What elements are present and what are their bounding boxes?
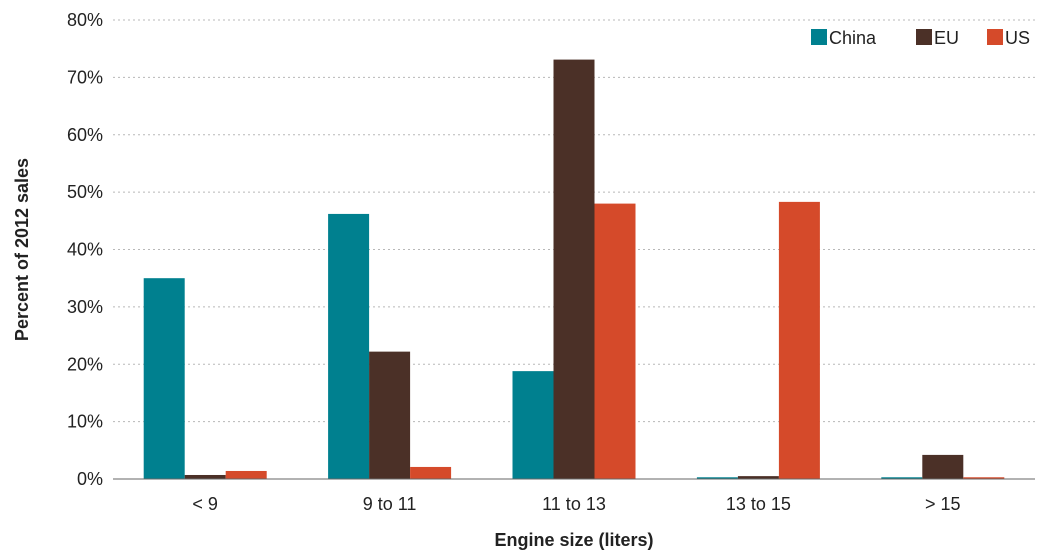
bars [143,59,1005,480]
y-tick-label: 50% [67,182,103,202]
bar-eu [553,59,595,480]
y-axis-ticks: 0% 10% 20% 30% 40% 50% 60% 70% 80% [67,10,103,489]
legend-swatch-eu [916,29,932,45]
y-tick-label: 0% [77,469,103,489]
y-axis-title: Percent of 2012 sales [12,158,32,341]
x-axis-ticks: < 9 9 to 11 11 to 13 13 to 15 > 15 [192,494,960,514]
legend: China EU US [811,28,1030,48]
y-tick-label: 10% [67,412,103,432]
legend-label-china: China [829,28,877,48]
legend-label-us: US [1005,28,1030,48]
y-tick-label: 30% [67,297,103,317]
x-tick-label: 9 to 11 [363,494,417,514]
bar-eu [922,454,964,479]
x-axis-title: Engine size (liters) [494,530,653,550]
bar-us [225,470,267,479]
y-tick-label: 70% [67,67,103,87]
bar-china [512,371,554,479]
x-tick-label: < 9 [192,494,218,514]
bar-us [410,466,452,479]
bar-china [696,477,738,479]
bar-china [143,278,185,479]
bar-eu [184,474,226,479]
y-tick-label: 80% [67,10,103,30]
bar-us [963,477,1005,479]
x-tick-label: 13 to 15 [726,494,791,514]
x-tick-label: > 15 [925,494,961,514]
bar-eu [369,351,411,479]
bar-china [328,213,370,480]
y-tick-label: 40% [67,240,103,260]
legend-swatch-china [811,29,827,45]
bar-eu [737,476,779,479]
bar-us [594,203,636,479]
y-tick-label: 20% [67,354,103,374]
bar-us [778,201,820,479]
y-tick-label: 60% [67,125,103,145]
legend-label-eu: EU [934,28,959,48]
legend-swatch-us [987,29,1003,45]
x-tick-label: 11 to 13 [542,494,606,514]
bar-china [881,477,923,479]
